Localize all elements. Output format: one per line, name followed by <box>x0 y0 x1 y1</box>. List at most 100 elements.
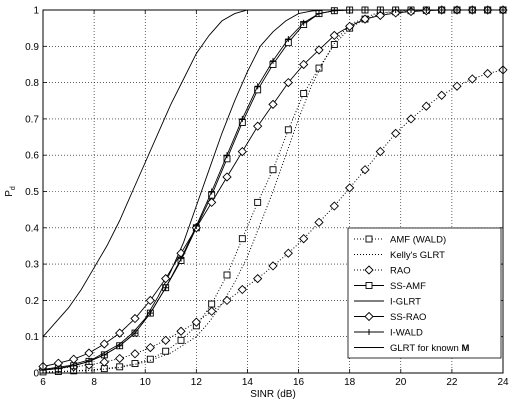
y-tick-label: 0.9 <box>25 42 39 53</box>
x-tick-label: 6 <box>40 377 46 388</box>
data-point <box>345 21 355 31</box>
data-point <box>391 128 401 139</box>
legend-marker <box>365 235 373 243</box>
legend-label: GLRT for known M <box>390 343 469 354</box>
data-point <box>162 284 169 291</box>
legend-label: SS-AMF <box>390 281 426 292</box>
data-point <box>268 99 278 110</box>
legend-box <box>347 227 502 359</box>
data-point <box>253 273 263 284</box>
data-point <box>146 355 154 363</box>
y-tick-label: 0 <box>33 369 39 380</box>
y-axis-label: Pd <box>4 186 17 197</box>
data-point <box>254 198 262 206</box>
x-tick-label: 22 <box>446 377 458 388</box>
data-point <box>284 126 292 134</box>
data-point <box>330 41 338 48</box>
data-point <box>360 14 370 24</box>
x-axis-label: SINR (dB) <box>250 389 296 400</box>
data-point <box>239 115 246 122</box>
data-point <box>437 90 447 100</box>
data-point <box>314 45 324 55</box>
data-point <box>329 201 339 211</box>
data-point <box>299 234 309 244</box>
data-point <box>223 271 231 279</box>
y-tick-label: 0.6 <box>25 151 39 162</box>
data-point <box>132 330 138 337</box>
legend-label-bold: M <box>461 343 469 354</box>
legend-label: I-GLRT <box>390 297 421 308</box>
data-point <box>467 74 477 84</box>
data-point <box>70 362 77 369</box>
data-point <box>130 349 140 359</box>
data-point <box>162 347 170 355</box>
data-point <box>237 284 247 295</box>
data-point <box>224 152 230 159</box>
data-point <box>161 335 171 345</box>
data-point <box>375 146 385 157</box>
x-tick-label: 16 <box>293 377 305 388</box>
data-point <box>300 90 308 97</box>
legend-label: Kelly's GLRT <box>390 250 445 261</box>
data-point <box>116 363 124 371</box>
legend-marker <box>364 265 374 275</box>
legend-label-text: GLRT for known <box>390 343 461 354</box>
data-point <box>238 235 246 243</box>
data-point <box>360 165 370 175</box>
data-point <box>147 310 154 317</box>
legend-label: SS-RAO <box>390 312 426 323</box>
y-axis-label-main: P <box>4 190 15 197</box>
x-tick-label: 24 <box>497 377 509 388</box>
data-point <box>483 68 493 79</box>
x-tick-label: 20 <box>395 377 407 388</box>
data-point <box>145 342 155 353</box>
legend-marker <box>365 282 373 289</box>
y-tick-label: 0.7 <box>25 114 39 125</box>
legend: AMF (WALD) Kelly's GLRT RAO SS-AMF I-GLRT SS-… <box>347 227 502 359</box>
y-tick-label: 1 <box>33 6 39 17</box>
data-point <box>345 183 355 193</box>
data-point <box>222 172 232 182</box>
x-tick-label: 8 <box>91 377 97 388</box>
data-point <box>300 19 307 26</box>
x-tick-label: 18 <box>344 377 356 388</box>
data-point <box>131 360 139 368</box>
data-point <box>86 358 92 365</box>
data-point <box>55 365 62 372</box>
data-point <box>115 328 125 338</box>
data-point <box>208 300 216 308</box>
data-point <box>176 326 186 336</box>
data-point <box>99 357 109 367</box>
data-point <box>237 146 247 157</box>
y-tick-label: 0.8 <box>25 78 39 89</box>
data-point <box>268 261 278 271</box>
data-point <box>99 339 109 349</box>
x-tick-label: 14 <box>242 377 254 388</box>
data-point <box>115 353 125 364</box>
data-point <box>207 197 217 208</box>
data-point <box>101 351 108 358</box>
y-tick-label: 0.1 <box>25 332 39 343</box>
data-point <box>331 7 338 14</box>
data-point <box>178 255 184 262</box>
y-tick-label: 0.2 <box>25 296 39 307</box>
data-point <box>116 342 123 349</box>
data-point <box>299 59 309 70</box>
legend-marker <box>364 311 374 322</box>
data-point <box>208 188 215 195</box>
legend-label: AMF (WALD) <box>390 235 446 246</box>
data-point <box>314 217 324 227</box>
data-point <box>329 30 339 41</box>
data-point <box>270 57 276 64</box>
data-point <box>253 121 263 131</box>
data-point <box>193 222 200 229</box>
data-point <box>375 10 385 21</box>
data-point <box>406 114 416 124</box>
x-tick-label: 10 <box>140 377 152 388</box>
data-point <box>130 313 140 324</box>
data-point <box>316 10 322 17</box>
data-point <box>84 348 94 358</box>
data-point <box>285 36 292 43</box>
y-tick-label: 0.5 <box>25 187 39 198</box>
data-point <box>191 317 201 327</box>
